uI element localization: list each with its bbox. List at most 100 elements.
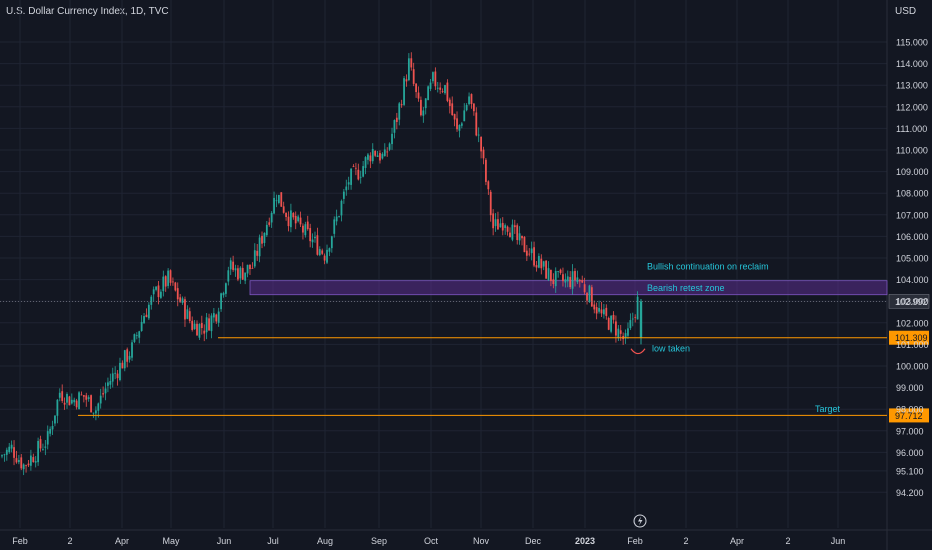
candle-body[interactable]	[367, 154, 369, 160]
candle-series[interactable]	[1, 52, 643, 476]
candle-body[interactable]	[627, 328, 629, 336]
candle-body[interactable]	[326, 249, 328, 263]
candle-body[interactable]	[420, 99, 422, 116]
candle-body[interactable]	[631, 318, 634, 320]
candle-body[interactable]	[607, 318, 610, 330]
candle-body[interactable]	[388, 143, 391, 150]
candle-body[interactable]	[451, 103, 454, 116]
candle-body[interactable]	[355, 167, 357, 169]
candle-body[interactable]	[415, 83, 417, 93]
candle-body[interactable]	[237, 268, 239, 280]
candle-body[interactable]	[99, 395, 102, 404]
candle-body[interactable]	[432, 72, 434, 82]
candle-body[interactable]	[422, 110, 425, 116]
candle-body[interactable]	[198, 323, 201, 338]
candle-body[interactable]	[516, 225, 519, 241]
candle-body[interactable]	[593, 304, 596, 310]
candle-body[interactable]	[97, 403, 100, 411]
candle-body[interactable]	[314, 236, 316, 239]
candle-body[interactable]	[147, 304, 150, 319]
candle-body[interactable]	[157, 285, 160, 298]
candle-body[interactable]	[200, 323, 203, 329]
candle-body[interactable]	[114, 372, 117, 374]
candle-body[interactable]	[292, 213, 295, 218]
candle-body[interactable]	[472, 103, 475, 112]
candle-body[interactable]	[123, 350, 126, 369]
candle-body[interactable]	[290, 210, 292, 228]
candle-body[interactable]	[75, 400, 78, 408]
candle-body[interactable]	[107, 382, 109, 386]
candle-body[interactable]	[311, 239, 314, 243]
candle-body[interactable]	[369, 155, 372, 162]
candle-body[interactable]	[545, 260, 548, 279]
candle-body[interactable]	[465, 104, 468, 111]
candle-body[interactable]	[212, 313, 215, 318]
candle-body[interactable]	[405, 79, 408, 82]
candle-body[interactable]	[615, 321, 617, 336]
candle-body[interactable]	[66, 393, 68, 403]
candle-body[interactable]	[294, 215, 297, 224]
candle-body[interactable]	[352, 166, 355, 167]
candle-body[interactable]	[610, 315, 613, 332]
candle-body[interactable]	[227, 270, 230, 282]
candle-body[interactable]	[263, 232, 266, 243]
candle-body[interactable]	[494, 219, 497, 227]
candle-body[interactable]	[27, 463, 30, 466]
candle-body[interactable]	[8, 446, 11, 453]
candle-body[interactable]	[475, 112, 478, 136]
candle-body[interactable]	[530, 248, 533, 254]
candle-body[interactable]	[46, 431, 49, 445]
candle-body[interactable]	[444, 85, 446, 94]
candle-body[interactable]	[569, 277, 572, 288]
candle-body[interactable]	[559, 269, 562, 273]
candle-body[interactable]	[104, 388, 107, 394]
candle-body[interactable]	[588, 285, 591, 302]
candle-body[interactable]	[217, 311, 220, 323]
candle-body[interactable]	[511, 224, 514, 240]
candle-body[interactable]	[482, 149, 485, 159]
candle-body[interactable]	[10, 444, 13, 449]
candle-body[interactable]	[566, 276, 569, 282]
candle-body[interactable]	[302, 225, 304, 233]
candle-body[interactable]	[427, 86, 430, 101]
candle-body[interactable]	[179, 297, 182, 303]
candle-body[interactable]	[193, 323, 196, 330]
candle-body[interactable]	[37, 440, 40, 463]
candle-body[interactable]	[280, 192, 283, 207]
candle-body[interactable]	[82, 395, 85, 397]
candle-body[interactable]	[318, 249, 321, 256]
candle-body[interactable]	[287, 216, 290, 227]
candle-body[interactable]	[261, 235, 263, 244]
candle-body[interactable]	[304, 224, 307, 236]
candle-body[interactable]	[492, 213, 495, 229]
candle-body[interactable]	[499, 223, 502, 228]
candle-body[interactable]	[246, 264, 249, 274]
candle-body[interactable]	[513, 225, 516, 228]
candle-body[interactable]	[376, 155, 379, 157]
time-axis[interactable]: Feb 2 Apr May Jun Jul Aug Sep Oct Nov Dec 2023 Feb 2 A…	[12, 536, 845, 546]
candle-body[interactable]	[186, 309, 189, 319]
candle-body[interactable]	[56, 399, 59, 416]
candle-body[interactable]	[583, 284, 586, 293]
candle-body[interactable]	[639, 301, 643, 338]
candle-body[interactable]	[116, 373, 119, 379]
candle-body[interactable]	[598, 308, 600, 312]
candle-body[interactable]	[25, 465, 27, 467]
candle-body[interactable]	[126, 349, 129, 362]
candle-body[interactable]	[152, 289, 155, 295]
candle-body[interactable]	[244, 272, 247, 281]
candle-body[interactable]	[251, 267, 254, 269]
candle-body[interactable]	[386, 151, 389, 153]
candle-body[interactable]	[138, 331, 141, 338]
candle-body[interactable]	[119, 362, 121, 381]
candle-body[interactable]	[145, 314, 148, 318]
candle-body[interactable]	[39, 439, 42, 449]
candle-body[interactable]	[78, 392, 80, 410]
candle-body[interactable]	[436, 87, 439, 89]
candle-body[interactable]	[140, 321, 143, 331]
candle-body[interactable]	[528, 253, 531, 255]
candle-body[interactable]	[169, 270, 172, 283]
candle-body[interactable]	[571, 271, 574, 289]
candle-body[interactable]	[184, 299, 186, 320]
candle-body[interactable]	[581, 280, 584, 283]
